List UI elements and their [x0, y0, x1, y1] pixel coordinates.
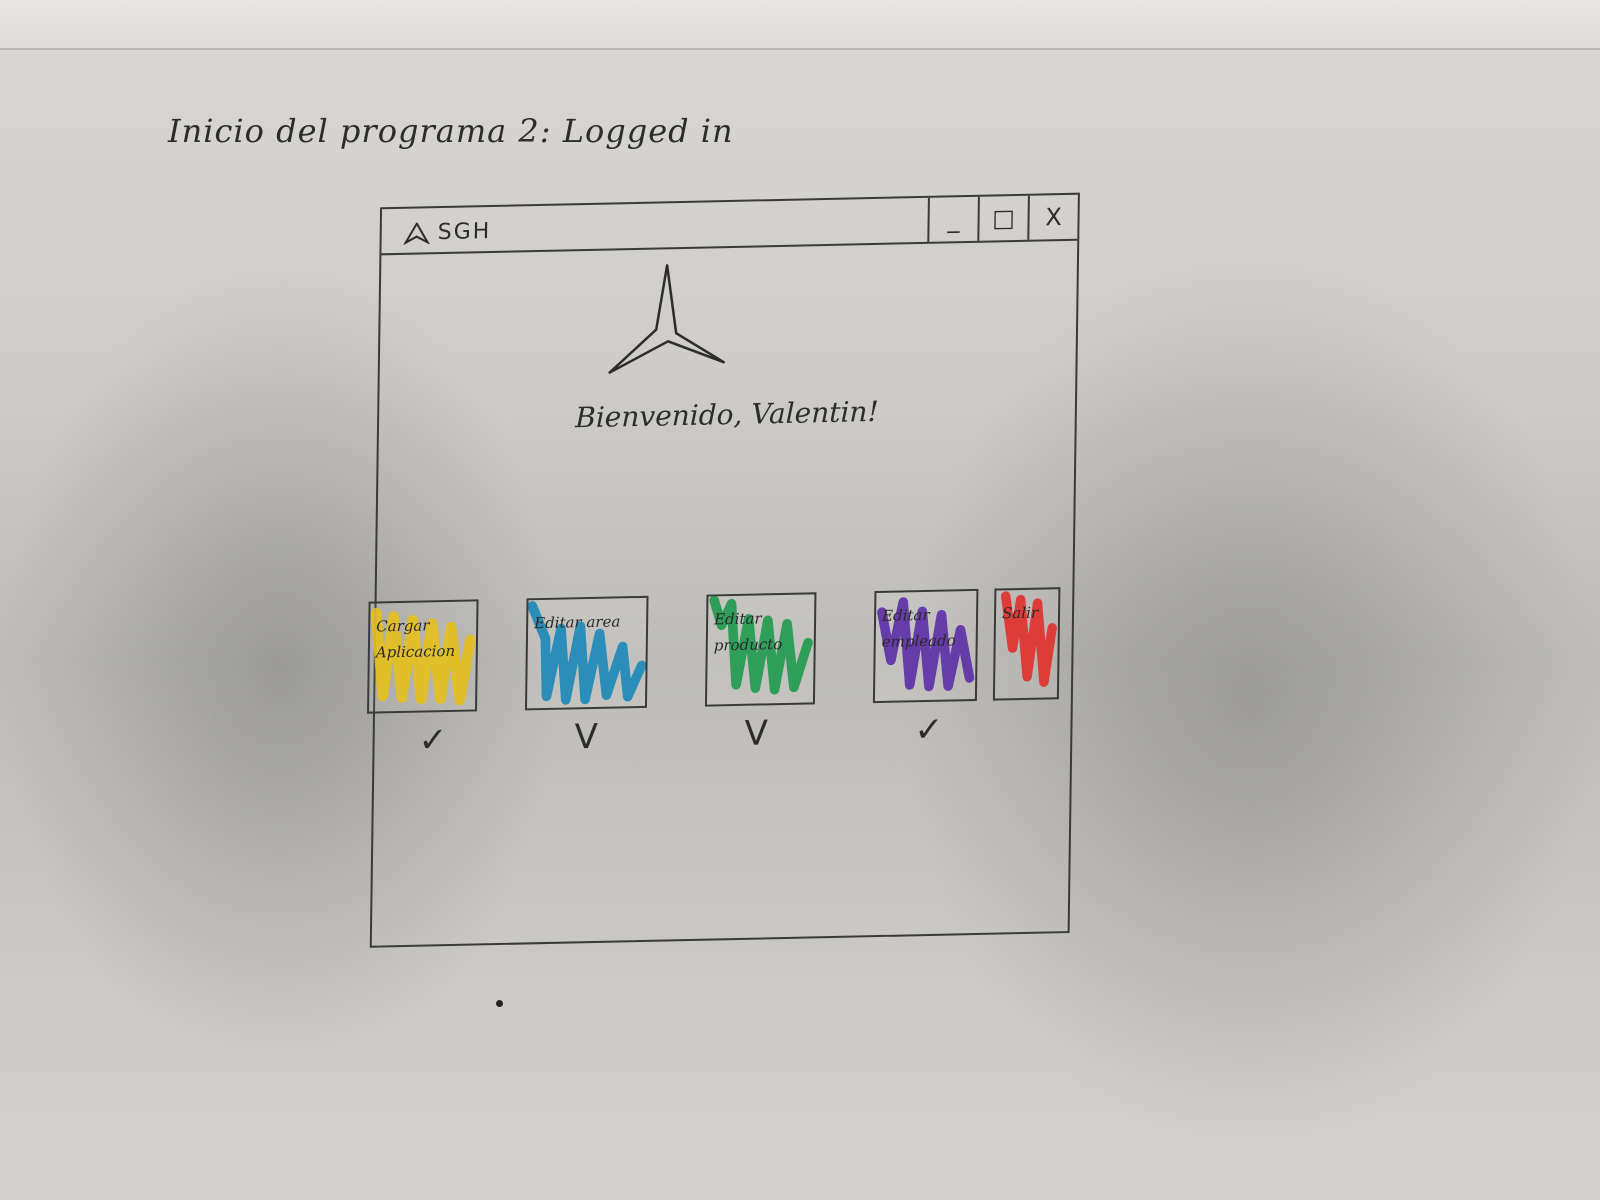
- window-title: SGH: [437, 219, 492, 246]
- maximize-icon: □: [992, 204, 1016, 233]
- minimize-button[interactable]: _: [927, 196, 978, 242]
- maximize-button[interactable]: □: [977, 195, 1028, 241]
- check-mark: ✓: [914, 709, 944, 751]
- tile-label: Editar empleado: [881, 605, 956, 651]
- tile-cargar-aplicacion[interactable]: Cargar Aplicacion: [367, 599, 479, 714]
- close-button[interactable]: X: [1027, 194, 1078, 240]
- tile-editar-empleado[interactable]: Editar empleado: [872, 588, 979, 704]
- tile-label: Editar producto: [713, 609, 783, 655]
- paper-edge: [0, 0, 1600, 50]
- tile-label: Cargar Aplicacion: [375, 616, 456, 662]
- scribble-fill: [877, 597, 975, 692]
- minimize-icon: _: [947, 205, 960, 234]
- welcome-message: Bienvenido, Valentin!: [575, 394, 879, 435]
- scribble-fill: [527, 601, 647, 705]
- close-icon: X: [1045, 203, 1063, 232]
- app-logo-large-icon: [608, 264, 725, 374]
- scribble-fill: [370, 607, 476, 706]
- tile-editar-producto[interactable]: Editar producto: [704, 592, 817, 707]
- tile-editar-area[interactable]: Editar area: [524, 595, 649, 711]
- scribble-fill: [1001, 591, 1057, 687]
- check-mark: ✓: [418, 720, 448, 761]
- page-heading: Inicio del programa 2: Logged in: [168, 112, 734, 150]
- app-window: SGH _ □ X Bienvenido, Valentin! Cargar A…: [367, 192, 1080, 948]
- tile-label: Editar area: [534, 612, 621, 633]
- tile-label: Salir: [1001, 603, 1039, 623]
- tile-salir[interactable]: Salir: [992, 587, 1061, 701]
- ink-dot: [496, 1000, 503, 1007]
- app-logo-icon: [403, 222, 430, 245]
- title-bar[interactable]: SGH _ □ X: [381, 194, 1078, 256]
- scribble-fill: [709, 595, 813, 695]
- check-mark: V: [574, 716, 599, 758]
- check-mark: V: [744, 713, 769, 754]
